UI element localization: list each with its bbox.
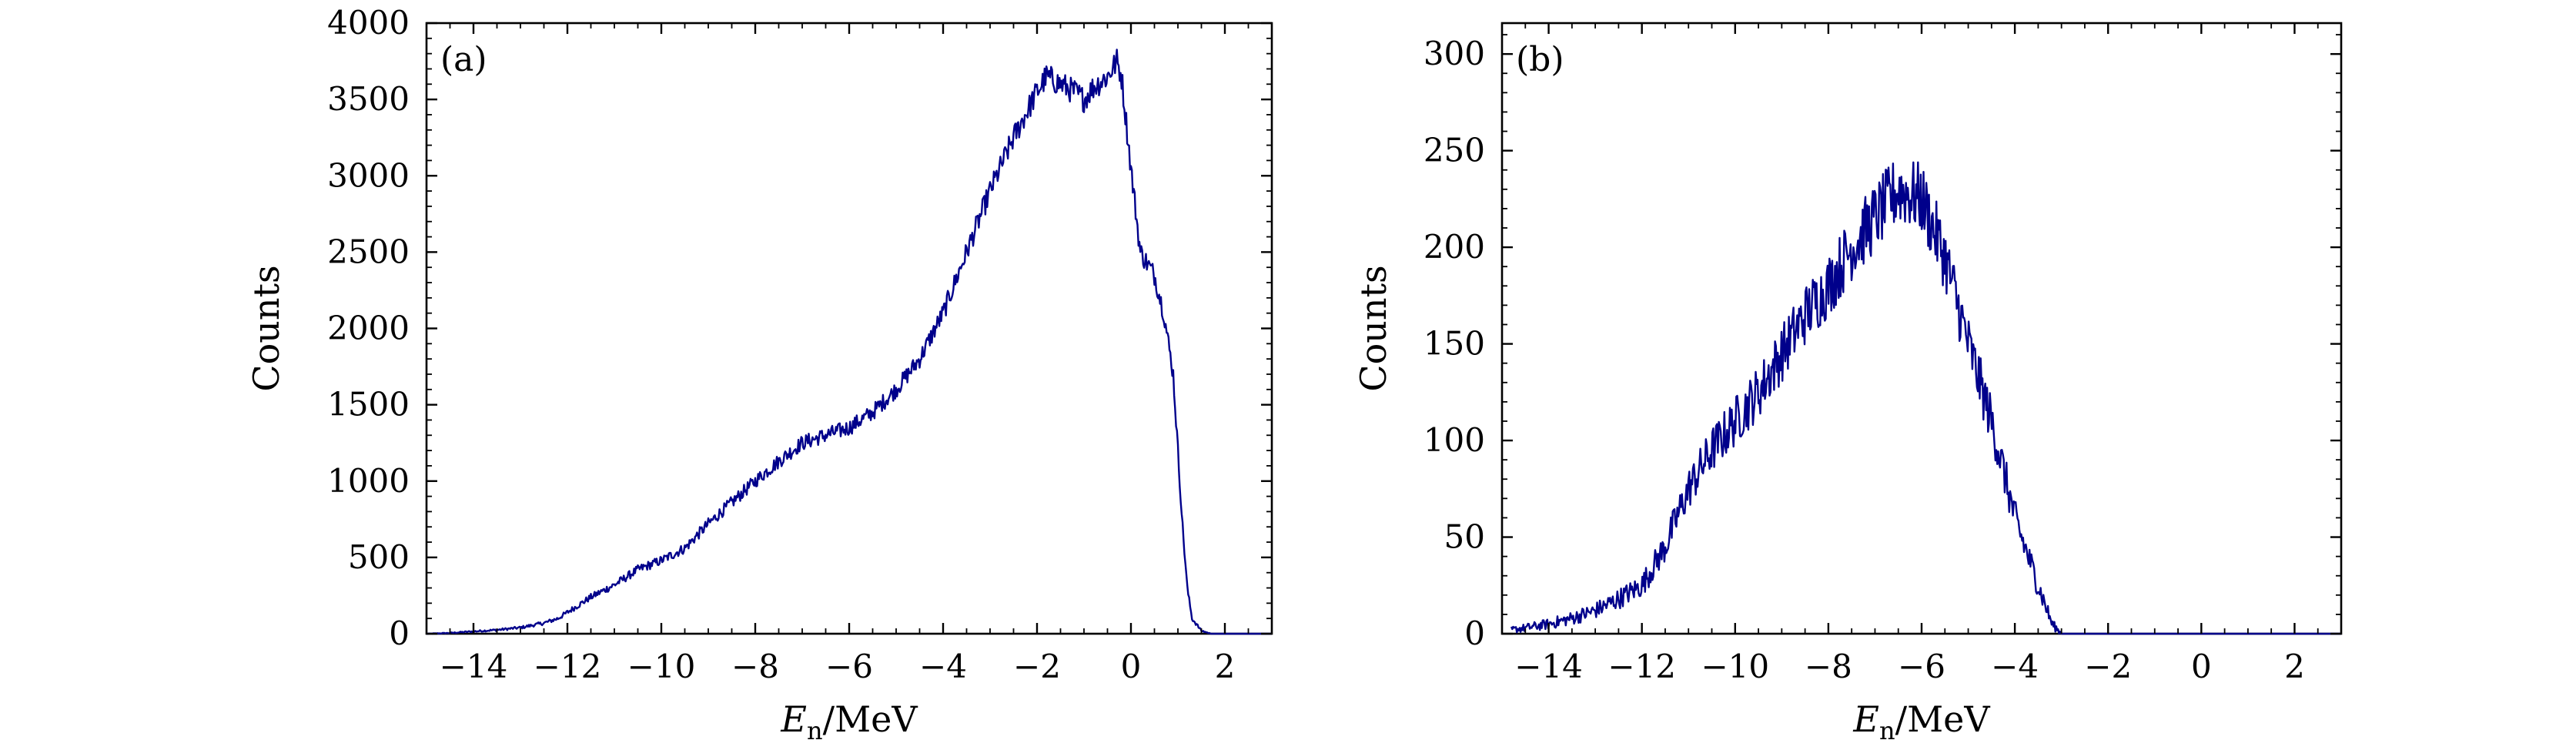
x-tick-label: 0 [1121, 648, 1142, 685]
x-axis-ticks: −14 −12 −10 −8 −6 −4 −2 0 2 [426, 23, 1273, 685]
x-axis-ticks: −14 −12 −10 −8 −6 −4 −2 0 2 [1501, 23, 2342, 685]
plot-frame [425, 22, 1273, 635]
x-tick-label: −12 [1607, 648, 1676, 685]
y-axis-label: Counts [246, 265, 287, 391]
x-tick-label: −4 [1991, 648, 2039, 685]
x-axis-label: En/MeV [1852, 698, 1990, 745]
y-tick-label: 4000 [327, 4, 410, 42]
y-tick-label: 250 [1423, 132, 1485, 169]
chart-panel-b: −14 −12 −10 −8 −6 −4 −2 0 2 0 50 100 150 200 250 300 (… [1353, 22, 2343, 745]
y-tick-label: 50 [1444, 518, 1485, 556]
x-axis-label: En/MeV [780, 698, 918, 745]
y-tick-label: 150 [1423, 325, 1485, 363]
x-tick-label: −14 [1514, 648, 1583, 685]
y-tick-label: 200 [1423, 228, 1485, 266]
x-tick-label: −2 [1013, 648, 1061, 685]
y-tick-label: 100 [1423, 421, 1485, 459]
data-line [427, 49, 1272, 635]
x-tick-label: −10 [1701, 648, 1769, 685]
y-tick-label: 0 [1464, 614, 1485, 652]
chart-panel-a: −14 −12 −10 −8 −6 −4 −2 0 2 0 500 1000 1500 2000 2500… [246, 4, 1273, 745]
x-tick-label: 2 [2284, 648, 2305, 685]
y-tick-label: 1000 [327, 462, 410, 500]
y-tick-label: 500 [348, 538, 410, 576]
x-tick-label: −4 [919, 648, 967, 685]
x-tick-label: −14 [440, 648, 508, 685]
x-tick-label: −10 [627, 648, 696, 685]
y-tick-label: 1500 [327, 386, 410, 424]
y-tick-label: 3500 [327, 80, 410, 118]
x-tick-label: −8 [731, 648, 779, 685]
y-tick-label: 2000 [327, 310, 410, 347]
panel-label: (b) [1516, 40, 1564, 79]
plot-frame [1500, 22, 2343, 635]
y-tick-label: 2500 [327, 233, 410, 270]
x-tick-label: −12 [534, 648, 602, 685]
x-tick-label: −8 [1805, 648, 1852, 685]
x-tick-label: −2 [2084, 648, 2132, 685]
x-tick-label: 0 [2191, 648, 2212, 685]
y-axis-ticks: 0 500 1000 1500 2000 2500 3000 3500 4000 [327, 4, 1272, 652]
panel-label: (a) [440, 40, 487, 79]
x-tick-label: −6 [825, 648, 873, 685]
y-tick-label: 0 [389, 614, 410, 652]
y-axis-ticks: 0 50 100 150 200 250 300 [1423, 34, 2341, 652]
y-tick-label: 300 [1423, 35, 1485, 72]
data-line [1510, 161, 2341, 635]
y-axis-label: Counts [1353, 265, 1394, 391]
x-tick-label: 2 [1215, 648, 1236, 685]
y-tick-label: 3000 [327, 156, 410, 194]
x-tick-label: −6 [1898, 648, 1945, 685]
